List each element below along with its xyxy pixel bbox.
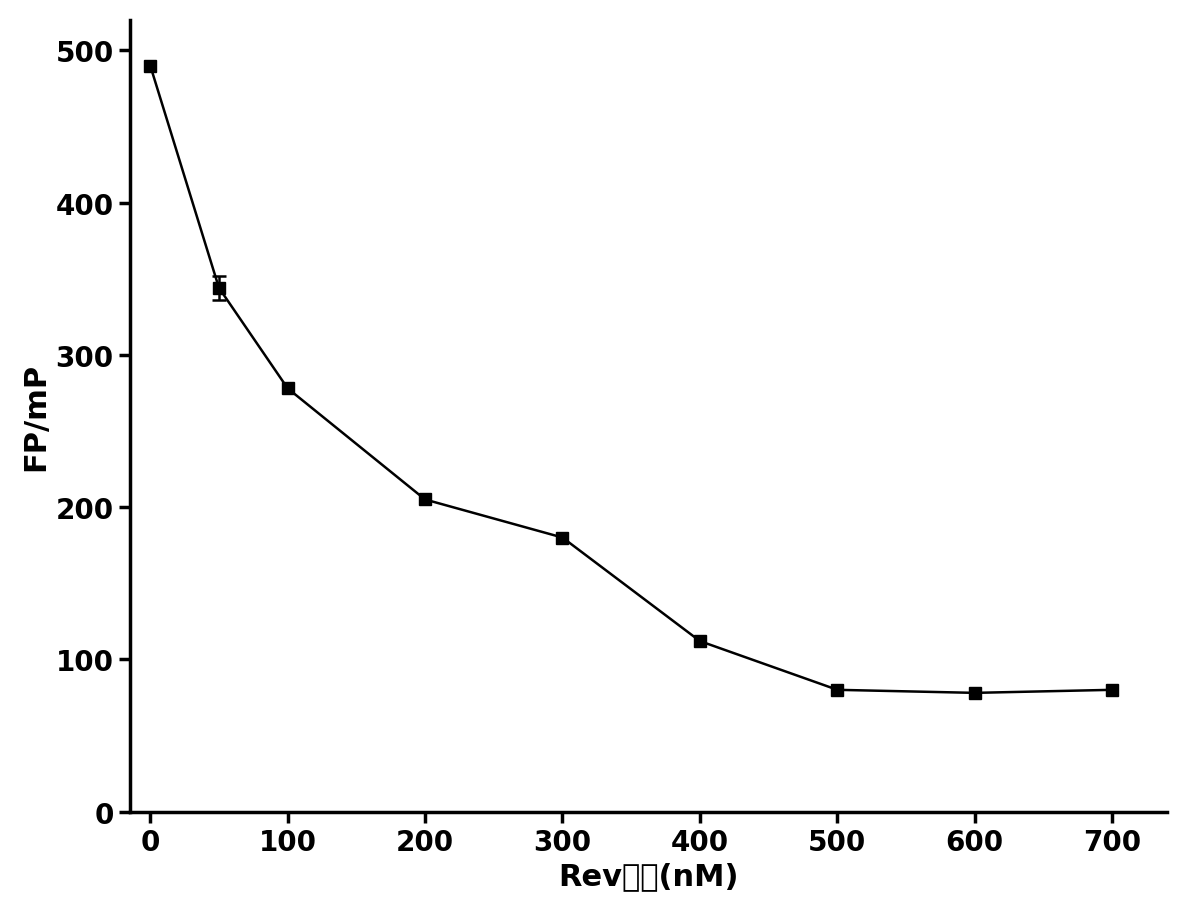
Y-axis label: FP/mP: FP/mP [21,363,50,470]
X-axis label: Rev多肽(nM): Rev多肽(nM) [558,861,739,890]
